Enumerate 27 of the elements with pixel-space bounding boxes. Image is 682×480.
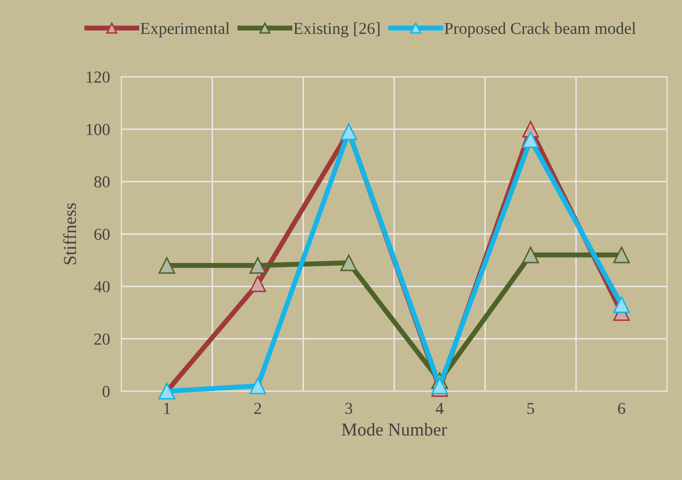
x-tick-label: 3 [345, 402, 352, 414]
x-tick-label: 1 [164, 402, 170, 414]
point [522, 131, 539, 148]
legend-label: Proposed Crack beam model [444, 22, 636, 38]
point [613, 296, 630, 314]
y-tick-label: 0 [102, 386, 110, 398]
x-axis-title: Mode Number [342, 422, 447, 436]
y-tick-label: 100 [86, 124, 110, 136]
point [249, 275, 266, 292]
point [158, 257, 176, 274]
x-tick-label: 6 [618, 402, 626, 414]
y-axis-title: Stiffness [63, 203, 76, 264]
legend-label: Existing [26] [294, 22, 380, 38]
point [340, 254, 358, 272]
x-tick-label: 2 [254, 402, 262, 414]
point [613, 246, 630, 264]
point [249, 257, 266, 274]
y-tick-label: 120 [86, 72, 110, 83]
y-tick-label: 40 [94, 281, 110, 292]
y-tick-label: 20 [94, 334, 110, 345]
x-tick-label: 5 [527, 402, 534, 414]
y-tick-label: 80 [94, 176, 110, 188]
x-tick-label: 4 [436, 402, 444, 414]
legend-label: Experimental [140, 22, 230, 38]
y-tick-label: 60 [94, 228, 110, 240]
point [522, 246, 539, 264]
point [249, 378, 266, 394]
